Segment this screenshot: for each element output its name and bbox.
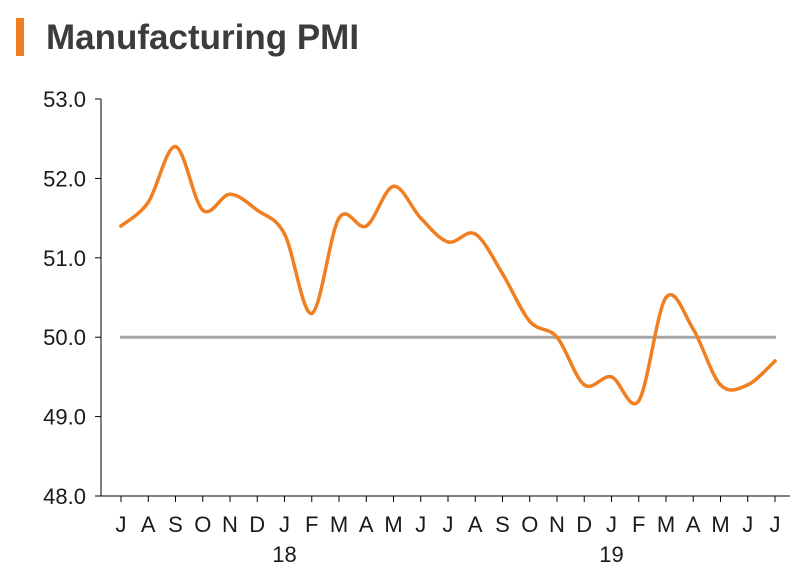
data-point [119,224,123,228]
x-year-label: 19 [599,542,623,567]
x-tick-label: S [495,512,510,537]
data-point [527,319,532,324]
data-point [664,295,668,300]
x-tick-label: A [141,512,156,537]
x-tick-label: O [194,512,211,537]
data-point [282,232,287,236]
x-tick-label: A [468,512,483,537]
x-tick-label: F [305,512,318,537]
x-tick-label: J [742,512,753,537]
x-tick-label: J [606,512,617,537]
y-tick-label: 50.0 [43,325,86,350]
data-point [473,232,478,236]
data-point [337,216,341,220]
x-tick-label: J [770,512,781,537]
data-point [146,200,151,205]
x-tick-label: D [249,512,265,537]
data-point [228,192,232,197]
x-tick-label: M [330,512,348,537]
data-point [718,383,723,387]
x-tick-label: D [576,512,592,537]
x-tick-label: J [279,512,290,537]
data-point [446,240,450,244]
data-point [555,335,559,340]
data-point [582,383,587,387]
x-tick-label: N [222,512,238,537]
y-axis: 53.0 52.0 51.0 50.0 49.0 48.0 [43,87,102,509]
x-tick-label: M [711,512,729,537]
x-tick-label: S [168,512,183,537]
title-accent-bar [16,18,24,56]
data-point [500,271,505,276]
x-tick-label: O [521,512,538,537]
data-point [391,184,396,189]
data-point [691,327,696,332]
x-tick-label: J [443,512,454,537]
data-point [255,208,260,212]
series-line-pmi [119,144,777,406]
data-point [309,311,314,316]
x-tick-label: A [686,512,701,537]
x-tick-label: M [384,512,402,537]
data-point [773,359,777,363]
data-point [418,216,423,220]
x-tick-label: N [549,512,565,537]
data-point [200,208,205,212]
y-tick-label: 49.0 [43,405,86,430]
y-tick-label: 53.0 [43,87,86,112]
x-tick-label: A [359,512,374,537]
data-point [636,398,641,403]
x-axis: J A S O N D J F M A M J J A S O N D J F M A M J J18 19 [101,495,790,567]
x-tick-label: J [116,512,127,537]
y-tick-label: 51.0 [43,246,86,271]
chart-title: Manufacturing PMI [46,18,360,57]
data-point [609,375,614,379]
x-tick-label: F [632,512,645,537]
data-point [745,383,750,387]
y-tick-label: 52.0 [43,166,86,191]
data-point [173,144,178,149]
y-tick-label: 48.0 [43,484,86,509]
x-year-label: 18 [272,542,296,567]
data-point [364,224,369,228]
series-group [119,144,777,406]
x-tick-label: J [415,512,426,537]
x-tick-label: M [657,512,675,537]
